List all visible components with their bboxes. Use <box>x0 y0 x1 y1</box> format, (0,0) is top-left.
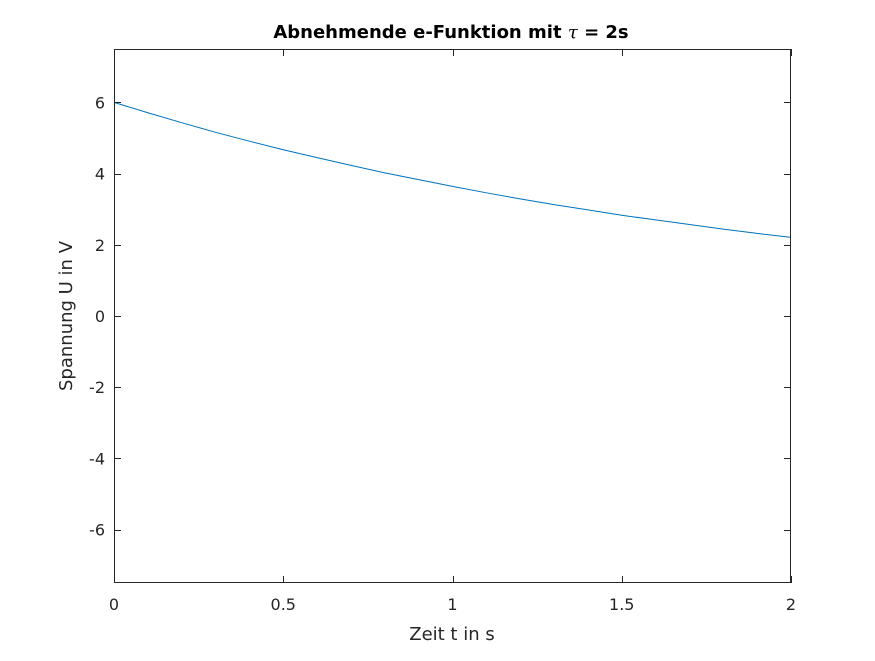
data-point <box>620 214 623 217</box>
y-tick-label: -4 <box>89 449 105 468</box>
y-tick-label: 2 <box>95 236 105 255</box>
data-point <box>485 191 488 194</box>
data-point <box>586 208 589 211</box>
chart-title-suffix: = 2s <box>578 22 629 43</box>
data-point <box>349 164 352 167</box>
data-point <box>722 228 725 231</box>
y-tick-label: -6 <box>89 521 105 540</box>
data-point <box>180 121 183 124</box>
y-tick-label: 4 <box>95 165 105 184</box>
plot-area <box>114 49 791 583</box>
x-tick-label: 2 <box>786 595 796 614</box>
y-tick-label: 6 <box>95 93 105 112</box>
x-tick-label: 1 <box>447 595 457 614</box>
data-point <box>519 197 522 200</box>
data-point <box>383 171 386 174</box>
chart-title-tau-symbol: τ <box>568 22 579 43</box>
y-axis-label: Spannung U in V <box>56 240 77 391</box>
data-point <box>417 178 420 181</box>
data-point <box>146 111 149 114</box>
x-tick-label: 1.5 <box>609 595 634 614</box>
data-point <box>248 140 251 143</box>
y-tick-label: -2 <box>89 378 105 397</box>
data-point <box>688 223 691 226</box>
x-tick-label: 0 <box>109 595 119 614</box>
data-point <box>654 218 657 221</box>
data-point <box>451 185 454 188</box>
data-point <box>282 148 285 151</box>
chart-title-prefix: Abnehmende e-Funktion mit <box>273 22 568 43</box>
data-point <box>553 203 556 206</box>
data-point <box>214 131 217 134</box>
series-line-0 <box>113 101 792 238</box>
x-axis-label: Zeit t in s <box>409 624 494 645</box>
data-point <box>316 156 319 159</box>
data-point <box>756 232 759 235</box>
chart-title: Abnehmende e-Funktion mit τ = 2s <box>273 22 628 43</box>
y-tick-label: 0 <box>95 307 105 326</box>
x-tick-label: 0.5 <box>271 595 296 614</box>
